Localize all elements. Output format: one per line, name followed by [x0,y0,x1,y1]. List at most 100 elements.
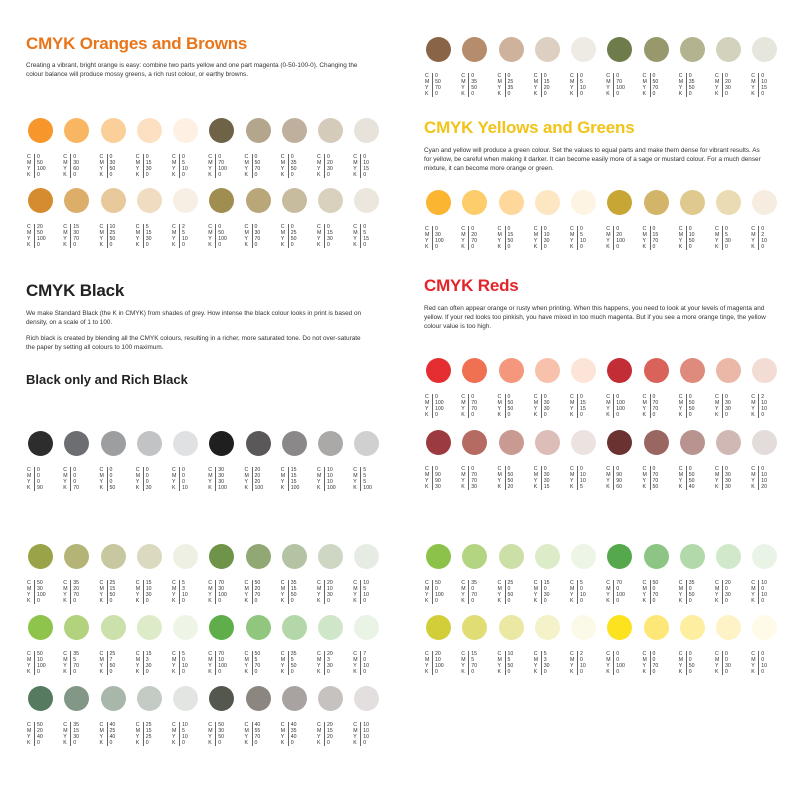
cmyk-label: C [317,651,321,657]
cmyk-label: Y [570,592,574,598]
color-swatch-circle [716,190,741,215]
cmyk-label: K [208,485,212,491]
cmyk-value: 25 [145,734,152,740]
cmyk-value: 50 [688,85,695,91]
cmyk-values: C M Y K 0 50 70 0 [245,154,272,178]
cmyk-values: C M Y K 0 20 30 0 [317,154,344,178]
cmyk-value: 10 [580,663,586,669]
cmyk-value: 2 [182,224,185,230]
cmyk-label: Y [533,238,538,244]
swatch: C M Y K 0 90 90 60 [606,430,633,490]
cmyk-label: K [678,669,683,675]
cmyk-label: K [425,91,429,97]
cmyk-value: 70 [471,400,478,406]
cmyk-numbers: 20 20 20 100 [251,467,263,491]
cmyk-label: M [172,473,177,479]
cmyk-label: C [751,580,755,586]
cmyk-value: 0 [616,394,620,400]
cmyk-label: C [317,467,321,473]
cmyk-label: K [135,485,140,491]
cmyk-label: K [425,598,429,604]
cmyk-value: 70 [218,160,225,166]
cmyk-label: M [425,586,430,592]
cmyk-values: C M Y K 0 70 100 0 [208,154,235,178]
cmyk-numbers: 50 20 40 0 [34,722,43,746]
cmyk-label: K [27,172,31,178]
cmyk-label: K [353,598,357,604]
cmyk-values: C M Y K 15 0 30 0 [534,580,561,604]
cmyk-label: C [208,224,212,230]
cmyk-label: K [533,669,538,675]
color-swatch-circle [136,188,162,213]
color-swatch-circle [354,686,380,711]
cmyk-value: 20 [37,224,43,230]
cmyk-value: 0 [725,244,728,250]
cmyk-value: 50 [507,400,514,406]
reds-title: CMYK Reds [424,276,519,295]
cmyk-numbers: 70 10 100 0 [215,651,227,675]
cmyk-values: C M Y K 0 20 30 0 [715,73,742,97]
cmyk-label: K [99,172,103,178]
cmyk-label: M [353,586,358,592]
cmyk-label: C [642,466,647,472]
swatch: C M Y K 0 15 20 0 [534,37,561,97]
cmyk-label: C [280,651,285,657]
cmyk-label: C [461,73,465,79]
cmyk-label: C [63,580,67,586]
cmyk-value: 0 [145,467,149,473]
cmyk-value: 0 [435,598,438,604]
cmyk-value: 100 [218,236,227,242]
cmyk-value: 70 [254,663,261,669]
cmyk-label: C [461,394,465,400]
cmyk-values: C M Y K 7 0 10 0 [353,651,380,675]
color-swatch-circle [354,431,380,456]
cmyk-label: M [533,657,539,663]
cmyk-value: 50 [254,651,261,657]
swatch-row-yellows-1: C M Y K 0 30 100 0 C M Y K 0 20 70 0 C M Y K 0 15 50 0 C M Y K 0 10 30… [425,190,788,250]
cmyk-label: Y [63,734,67,740]
cmyk-value: 10 [761,400,768,406]
cmyk-numbers: 5 5 5 100 [360,467,372,491]
cmyk-label: C [280,580,285,586]
cmyk-value: 0 [725,657,728,663]
cmyk-label: C [533,651,538,657]
cmyk-value: 5 [182,728,185,734]
swatch: C M Y K 0 15 30 0 [136,118,163,178]
cmyk-label: K [27,485,31,491]
cmyk-value: 10 [145,586,152,592]
cmyk-label: C [244,651,249,657]
cmyk-value: 50 [652,484,659,490]
swatch: C M Y K 0 35 50 0 [679,37,706,97]
cmyk-value: 0 [435,91,438,97]
cmyk-value: 100 [218,592,227,598]
cmyk-label: M [751,657,756,663]
swatch: C M Y K 35 15 30 0 [63,686,90,746]
swatch: C M Y K 0 10 30 0 [534,190,561,250]
cmyk-value: 0 [327,154,330,160]
cmyk-numbers: 0 30 30 0 [722,394,731,418]
swatch: C M Y K 70 0 100 0 [606,544,633,604]
cmyk-label: C [606,73,610,79]
cmyk-numbers: 5 0 10 0 [179,651,188,675]
swatch: C M Y K 25 0 50 0 [498,544,525,604]
cmyk-value: 0 [688,91,692,97]
cmyk-label: M [606,472,611,478]
cmyk-value: 30 [543,592,550,598]
cmyk-label: C [27,722,31,728]
cmyk-label: C [606,466,610,472]
cmyk-value: 0 [254,242,258,248]
color-swatch-circle [462,358,488,383]
cmyk-value: 100 [435,406,444,412]
color-swatch-circle [716,430,741,455]
cmyk-value: 90 [435,478,441,484]
swatch: C M Y K 40 35 40 0 [281,686,308,746]
